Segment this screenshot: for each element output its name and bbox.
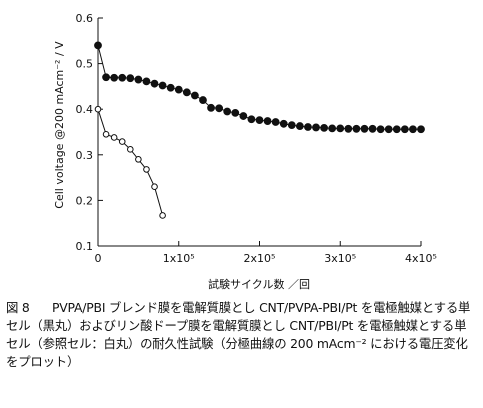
data-point-filled: [279, 119, 288, 128]
data-point-filled: [158, 81, 167, 90]
data-point-filled: [150, 79, 159, 88]
data-point-filled: [118, 73, 127, 82]
figure-caption-text: PVPA/PBI ブレンド膜を電解質膜とし CNT/PVPA-PBI/Pt を電…: [6, 300, 471, 369]
data-point-filled: [312, 123, 320, 132]
data-point-filled: [295, 122, 304, 130]
data-point-filled: [142, 77, 151, 86]
chart: 0.1 0.2 0.3 0.4 0.5 0.6 0 1x10⁵ 2x10⁵ 3x10⁵ 4x10⁵…: [53, 12, 437, 291]
data-point-filled: [304, 123, 312, 131]
y-axis-title: Cell voltage @200 mAcm⁻² / V: [53, 41, 66, 209]
data-point-filled: [207, 103, 215, 112]
data-point-filled: [126, 74, 135, 83]
data-point-filled: [174, 85, 183, 94]
data-point-filled: [191, 91, 199, 100]
data-point-filled: [239, 112, 248, 120]
x-tick-label: 2x10⁵: [244, 252, 276, 265]
data-point-open: [143, 166, 150, 173]
y-tick-label: 0.1: [76, 240, 94, 253]
y-tick-label: 0.3: [76, 149, 94, 162]
x-tick-label: 4x10⁵: [405, 252, 437, 265]
data-point-filled: [182, 88, 191, 97]
data-point-filled: [384, 125, 393, 134]
data-point-filled: [255, 116, 264, 125]
series-points: [94, 41, 425, 219]
data-point-filled: [134, 75, 143, 84]
data-point-filled: [102, 73, 110, 82]
data-point-filled: [376, 125, 385, 134]
data-point-filled: [287, 121, 296, 130]
data-point-open: [127, 146, 134, 153]
x-tick-label: 0: [95, 252, 102, 265]
data-point-open: [135, 156, 142, 163]
y-axis-ticks: 0.1 0.2 0.3 0.4 0.5 0.6: [76, 12, 103, 253]
data-point-open: [94, 105, 102, 113]
series-line-open: [97, 109, 164, 216]
data-point-filled: [263, 117, 272, 125]
data-point-filled: [368, 124, 377, 133]
data-point-open: [102, 130, 110, 138]
data-point-filled: [320, 123, 329, 132]
data-point-filled: [360, 124, 369, 133]
y-tick-label: 0.2: [76, 194, 94, 207]
data-point-filled: [247, 115, 256, 124]
data-point-open: [159, 212, 166, 219]
x-tick-label: 3x10⁵: [324, 252, 356, 265]
y-tick-label: 0.4: [76, 103, 94, 116]
data-point-open: [110, 134, 118, 141]
y-tick-label: 0.5: [76, 58, 94, 71]
data-point-filled: [94, 41, 102, 50]
data-point-filled: [409, 125, 417, 134]
data-point-filled: [417, 125, 425, 134]
data-point-filled: [110, 73, 119, 82]
data-point-filled: [271, 118, 280, 126]
figure-caption: 図 8 PVPA/PBI ブレンド膜を電解質膜とし CNT/PVPA-PBI/Pt…: [6, 299, 478, 371]
data-point-filled: [199, 96, 207, 104]
x-axis-title: 試験サイクル数 ／回: [208, 277, 310, 291]
x-tick-label: 1x10⁵: [163, 252, 195, 265]
data-point-filled: [400, 125, 409, 134]
data-point-filled: [344, 124, 353, 133]
y-tick-label: 0.6: [76, 12, 94, 25]
data-point-filled: [215, 104, 224, 113]
data-point-filled: [328, 124, 337, 133]
x-axis-ticks: 0 1x10⁵ 2x10⁵ 3x10⁵ 4x10⁵: [95, 241, 437, 265]
data-point-filled: [166, 83, 175, 92]
data-point-filled: [352, 124, 361, 133]
data-point-open: [151, 183, 158, 191]
data-point-open: [118, 138, 126, 145]
data-point-filled: [231, 108, 240, 117]
data-point-filled: [223, 107, 232, 116]
figure-number: 図 8: [6, 300, 30, 315]
data-point-filled: [336, 124, 345, 133]
data-point-filled: [392, 125, 401, 134]
